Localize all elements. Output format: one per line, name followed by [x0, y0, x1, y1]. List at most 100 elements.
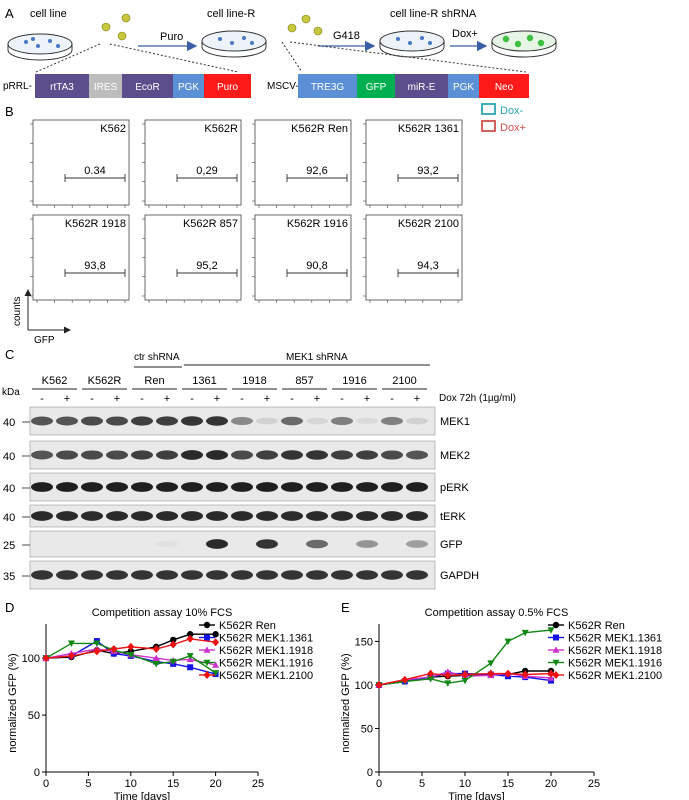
gfp-percentage: 93,2 [417, 165, 438, 177]
protein-band [406, 450, 428, 460]
data-point [461, 677, 469, 685]
y-tick-label: 0 [34, 767, 40, 779]
protein-band [181, 482, 203, 492]
construct-segment-label: PGK [178, 82, 199, 93]
protein-band [406, 511, 428, 521]
legend-entry: K562R MEK1.1361 [199, 633, 313, 645]
blot-strip: GAPDH 35 [3, 560, 479, 590]
protein-band [206, 450, 228, 460]
virus-particles-right [287, 14, 323, 36]
protein-band [331, 482, 353, 492]
data-point [521, 629, 529, 637]
x-tick-label: 5 [419, 778, 425, 790]
x-tick-label: 20 [209, 778, 221, 790]
data-point [169, 640, 177, 649]
flow-histogram: K562R Ren 92,6 [252, 120, 352, 208]
protein-band [106, 450, 128, 460]
data-point [504, 638, 512, 646]
data-point [67, 640, 75, 647]
flow-plot-title: K562R 857 [183, 218, 238, 230]
protein-band [231, 570, 253, 580]
dox-step-label: Dox+ [452, 28, 478, 40]
lane-dox-sign: + [164, 393, 170, 405]
blot-strip: tERK 40 [3, 504, 466, 528]
blot-strip: pERK 40 [3, 472, 469, 502]
construct-segment-label: TRE3G [311, 82, 345, 93]
protein-band [406, 570, 428, 580]
mscv-label: MSCV- [267, 81, 299, 92]
protein-band [206, 570, 228, 580]
protein-band [81, 416, 103, 426]
protein-band [206, 416, 228, 426]
x-tick-label: 15 [167, 778, 179, 790]
protein-band [56, 482, 78, 492]
panel-e: E Competition assay 0.5% FCS 0 5 10 15 20 25 0 5… [340, 600, 662, 800]
gfp-axis-label: GFP [34, 335, 55, 346]
x-tick-label: 5 [85, 778, 91, 790]
construct-segment [479, 74, 529, 98]
legend-label: K562R Ren [568, 620, 625, 632]
data-point [203, 671, 211, 679]
protein-band [206, 482, 228, 492]
x-tick-label: 25 [588, 778, 600, 790]
gfp-percentage: 0.34 [84, 165, 105, 177]
data-point [212, 631, 219, 638]
data-point [42, 654, 50, 663]
data-point [127, 651, 135, 659]
legend-dox-plus-label: Dox+ [500, 122, 526, 134]
lane-dox-sign: - [240, 393, 244, 405]
data-point [186, 631, 194, 638]
protein-band [381, 416, 403, 426]
legend-label: K562R MEK1.2100 [219, 670, 313, 682]
blot-kda-marker: 35 [3, 571, 15, 583]
construct-segment [357, 74, 395, 98]
data-point [487, 660, 495, 667]
blot-strip: GFP 25 [3, 530, 463, 558]
data-point [552, 671, 560, 679]
data-point [444, 671, 452, 680]
protein-band [156, 416, 178, 426]
protein-band [131, 416, 153, 426]
construct-segment [448, 74, 479, 98]
y-axis-label: normalized GFP (%) [340, 653, 352, 752]
lane-dox-sign: - [290, 393, 294, 405]
dish-resistant [201, 30, 267, 58]
dish-parental [7, 33, 73, 61]
y-axis-label: normalized GFP (%) [7, 653, 19, 752]
blot-kda-marker: 40 [3, 512, 15, 524]
protein-band [106, 416, 128, 426]
legend-entry: K562R Ren [548, 620, 625, 632]
protein-band [356, 511, 378, 521]
y-tick-label: 100 [22, 653, 40, 665]
legend-label: K562R MEK1.1918 [219, 645, 313, 657]
flow-plot-title: K562R 1916 [287, 218, 348, 230]
protein-band [256, 482, 278, 492]
x-tick-label: 15 [502, 778, 514, 790]
protein-band [281, 482, 303, 492]
protein-band [156, 482, 178, 492]
protein-band [356, 417, 378, 425]
flow-histogram: K562R 1916 90,8 [252, 215, 352, 303]
construct-segment-label: miR-E [408, 82, 436, 93]
y-tick-label: 0 [367, 767, 373, 779]
legend-dox-minus-label: Dox- [500, 105, 524, 117]
protein-band [356, 482, 378, 492]
flow-histogram: K562R 1361 93,2 [363, 120, 463, 208]
data-point [401, 675, 409, 684]
blot-group-label: 1916 [342, 375, 366, 387]
ctr-shrna-label: ctr shRNA [134, 352, 180, 363]
protein-band [156, 450, 178, 460]
g418-step-label: G418 [333, 30, 360, 42]
protein-band [256, 417, 278, 425]
protein-band [106, 570, 128, 580]
data-point [170, 636, 177, 644]
data-point [427, 669, 435, 678]
protein-band [106, 482, 128, 492]
construct-segment [35, 74, 89, 98]
protein-band [356, 570, 378, 580]
blot-protein-label: GAPDH [440, 570, 479, 582]
protein-band [306, 511, 328, 521]
lane-dox-sign: + [114, 393, 120, 405]
blot-kda-marker: 40 [3, 483, 15, 495]
panel-c-label: C [5, 347, 14, 362]
